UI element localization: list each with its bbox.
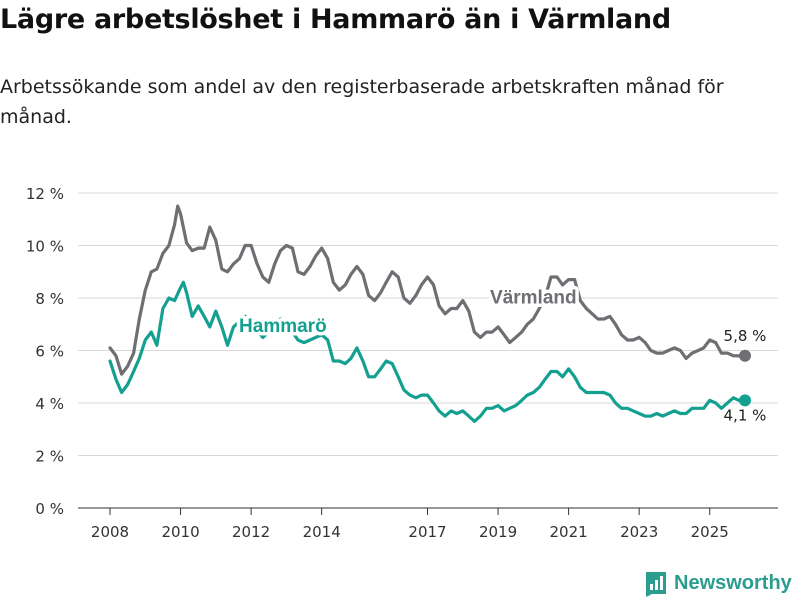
x-tick-label: 2021 xyxy=(550,523,588,541)
end-label-värmland: 5,8 % xyxy=(724,327,767,345)
end-marker-hammarö xyxy=(739,394,751,407)
x-tick-label: 2025 xyxy=(691,523,729,541)
x-tick-label: 2008 xyxy=(91,523,129,541)
y-tick-label: 4 % xyxy=(35,395,64,413)
y-tick-label: 12 % xyxy=(26,185,64,203)
y-tick-label: 2 % xyxy=(35,448,64,466)
end-label-hammarö: 4,1 % xyxy=(724,406,767,424)
x-tick-label: 2014 xyxy=(303,523,341,541)
x-tick-label: 2023 xyxy=(620,523,658,541)
chart-title: Lägre arbetslöshet i Hammarö än i Värmla… xyxy=(0,4,671,35)
y-tick-label: 8 % xyxy=(35,290,64,308)
x-tick-label: 2019 xyxy=(479,523,517,541)
y-tick-label: 10 % xyxy=(26,238,64,256)
y-tick-label: 6 % xyxy=(35,343,64,361)
newsworthy-logo-icon xyxy=(646,572,666,597)
series-line-värmland xyxy=(108,204,747,376)
series-label-hammarö: Hammarö xyxy=(239,316,327,337)
y-tick-label: 0 % xyxy=(35,500,64,518)
chart-subtitle: Arbetssökande som andel av den registerb… xyxy=(0,76,724,128)
end-marker-värmland xyxy=(739,349,751,362)
series-line-hammarö xyxy=(108,280,747,423)
x-tick-label: 2010 xyxy=(161,523,199,541)
x-tick-label: 2017 xyxy=(408,523,446,541)
brand-logo: Newsworthy xyxy=(644,568,792,598)
series-label-värmland: Värmland xyxy=(490,287,577,308)
x-tick-label: 2012 xyxy=(232,523,270,541)
brand-name: Newsworthy xyxy=(674,571,792,594)
